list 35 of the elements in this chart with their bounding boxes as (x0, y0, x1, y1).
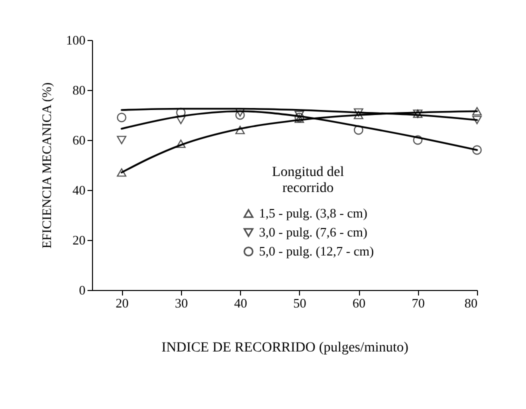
y-tick-label: 0 (79, 282, 86, 298)
point (116, 168, 126, 177)
point (413, 135, 422, 145)
x-tick-label: 40 (234, 296, 248, 310)
point (116, 136, 126, 144)
y-tick-label: 40 (72, 182, 86, 198)
legend-label: 1,5 - pulg. (3,8 - cm) (259, 206, 368, 220)
legend-label: 3,0 - pulg. (7,6 - cm) (259, 224, 368, 240)
x-tick-label: 50 (293, 296, 306, 310)
point (235, 126, 245, 134)
point (472, 107, 482, 116)
y-tick-label: 20 (72, 232, 86, 248)
y-axis-title: EFICIENCIA MECANICA (%) (39, 82, 54, 249)
x-tick-label: 80 (464, 296, 478, 310)
point (354, 108, 364, 117)
point (116, 112, 126, 122)
point (294, 110, 304, 120)
legend-label: 5,0 - pulg. (12,7 - cm) (259, 244, 374, 258)
y-tick-label: 80 (72, 82, 86, 98)
point (176, 116, 186, 124)
point (472, 145, 482, 155)
y-tick-label: 100 (66, 32, 86, 48)
point (176, 140, 186, 148)
x-tick-label: 70 (412, 296, 425, 310)
point (472, 116, 482, 124)
x-tick-label: 20 (116, 296, 129, 310)
legend-title: Longitud del recorrido (272, 165, 344, 196)
x-axis-title: INDICE DE RECORRIDO (pulges/minuto) (162, 340, 409, 356)
x-tick-label: 30 (174, 296, 188, 310)
point (235, 110, 245, 120)
y-tick-label: 60 (72, 132, 86, 148)
point (354, 110, 364, 120)
point (176, 108, 186, 118)
point (354, 125, 364, 135)
x-tick-label: 60 (352, 296, 366, 310)
